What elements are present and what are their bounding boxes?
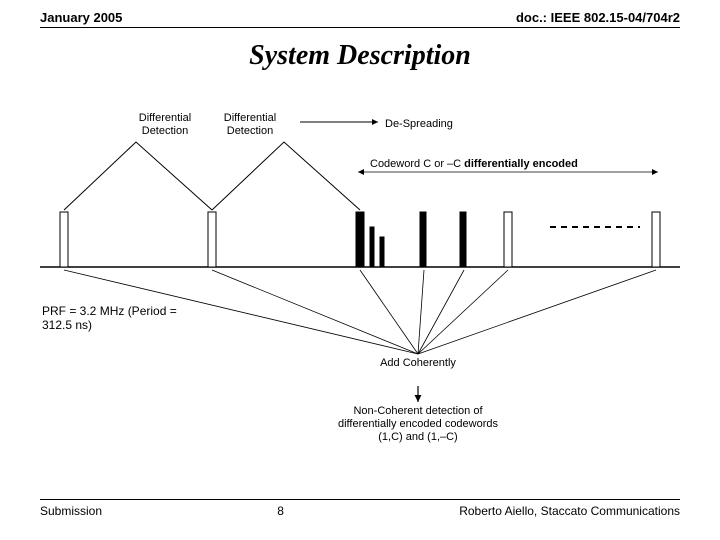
label-prf: PRF = 3.2 MHz (Period = 312.5 ns) [42, 304, 192, 333]
footer: Submission 8 Roberto Aiello, Staccato Co… [0, 500, 720, 518]
header-rule [40, 27, 680, 28]
footer-left: Submission [40, 504, 102, 518]
page-title: System Description [0, 40, 720, 72]
label-codeword: Codeword C or –C differentially encoded [370, 158, 650, 171]
label-diff1: Differential Detection [130, 112, 200, 138]
header-doc: doc.: IEEE 802.15-04/704r2 [516, 10, 680, 25]
label-diff2: Differential Detection [215, 112, 285, 138]
label-noncoh: Non-Coherent detection of differentially… [338, 405, 498, 445]
footer-center: 8 [277, 504, 284, 518]
header-date: January 2005 [40, 10, 122, 25]
diagram-svg [0, 72, 720, 452]
label-despread: De-Spreading [385, 118, 505, 131]
label-addcoh: Add Coherently [378, 357, 458, 370]
system-diagram: Differential Detection Differential Dete… [0, 72, 720, 452]
header: January 2005 doc.: IEEE 802.15-04/704r2 [0, 0, 720, 27]
footer-right: Roberto Aiello, Staccato Communications [459, 504, 680, 518]
